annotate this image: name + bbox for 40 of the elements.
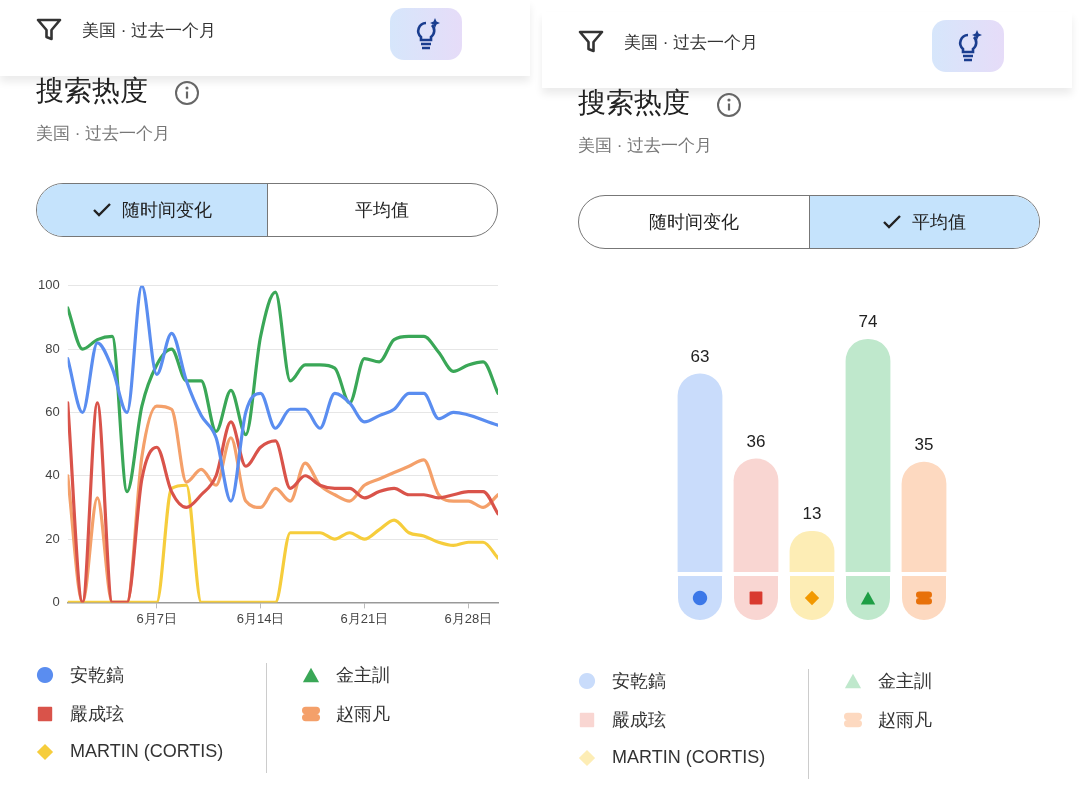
chart-title: 搜索热度	[578, 86, 690, 120]
y-tick-label: 80	[45, 340, 60, 356]
text: 美国 · 过去一个月	[82, 20, 217, 42]
data-label: 74	[858, 312, 878, 332]
chart-subtitle: 美国 · 过去一个月	[578, 135, 713, 157]
data-label: 63	[690, 346, 710, 366]
legend-label: 安乾鎬	[70, 664, 124, 687]
legend-label: 安乾鎬	[612, 670, 666, 693]
data-label: 35	[914, 434, 934, 454]
bar	[733, 458, 779, 572]
legend-label: 嚴成玹	[612, 709, 666, 732]
x-tick-label: 6月21日	[340, 610, 389, 626]
x-tick-label: 6月14日	[236, 610, 285, 626]
data-label: 36	[746, 431, 766, 451]
legend-label: 金主訓	[878, 670, 932, 693]
y-tick-label: 0	[52, 593, 60, 609]
bar	[677, 373, 723, 572]
chart-subtitle: 美国 · 过去一个月	[36, 123, 171, 145]
data-label: 13	[802, 504, 822, 524]
text: 随时间变化	[121, 199, 212, 222]
line-series	[67, 483, 498, 603]
y-tick-label: 40	[45, 467, 60, 483]
legend-label: MARTIN (CORTIS)	[70, 741, 224, 762]
x-tick-label: 6月7日	[136, 610, 177, 626]
legend-label: MARTIN (CORTIS)	[612, 747, 766, 768]
bar	[901, 461, 947, 572]
legend-label: 赵雨凡	[336, 703, 390, 726]
text: 美国 · 过去一个月	[624, 32, 759, 54]
legend-label: 赵雨凡	[878, 709, 932, 732]
chart-title: 搜索热度	[36, 74, 148, 108]
legend-label: 嚴成玹	[70, 703, 124, 726]
x-tick-label: 6月28日	[444, 610, 493, 626]
y-tick-label: 20	[45, 530, 60, 546]
text: 平均值	[912, 211, 967, 234]
text: 随时间变化	[648, 211, 739, 234]
text: 平均值	[355, 199, 410, 222]
y-tick-label: 60	[45, 404, 60, 420]
bar	[845, 338, 891, 572]
legend-label: 金主訓	[336, 664, 390, 687]
y-tick-label: 100	[37, 277, 60, 293]
